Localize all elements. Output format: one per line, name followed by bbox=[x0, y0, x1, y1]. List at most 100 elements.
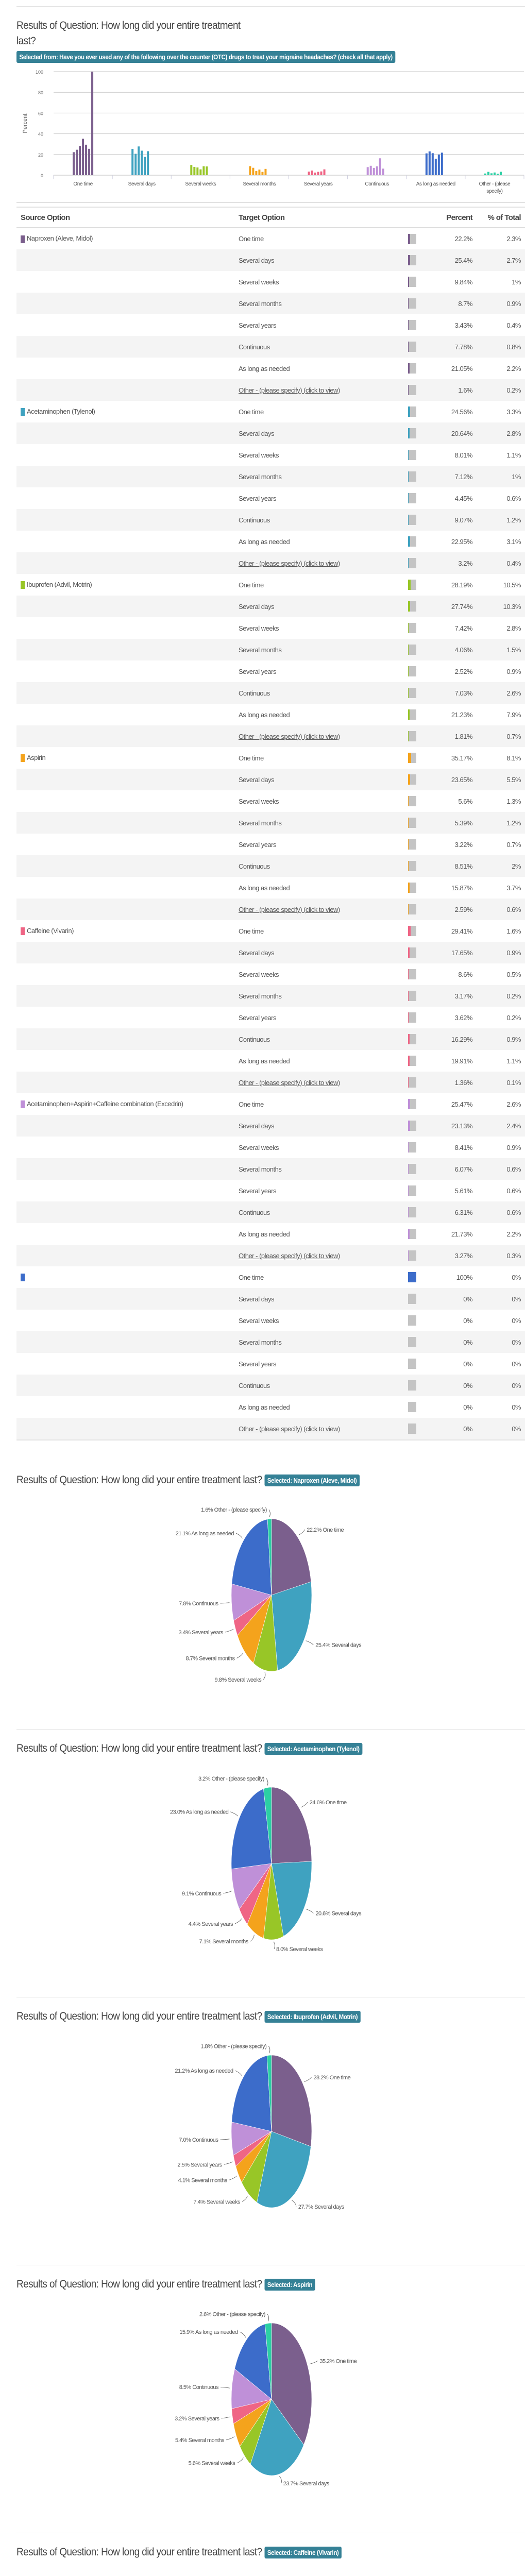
pie-slice[interactable] bbox=[271, 2055, 312, 2147]
bar[interactable] bbox=[196, 167, 199, 175]
bar[interactable] bbox=[252, 167, 255, 175]
bar[interactable] bbox=[425, 153, 428, 175]
bar[interactable] bbox=[82, 139, 84, 175]
target-option-cell[interactable]: Other - (please specify) (click to view) bbox=[234, 1418, 404, 1439]
percent-value: 0% bbox=[463, 1316, 472, 1325]
bar[interactable] bbox=[264, 168, 267, 175]
header-percent[interactable]: Percent bbox=[428, 207, 477, 228]
bar[interactable] bbox=[85, 144, 88, 175]
source-option-cell bbox=[16, 1331, 234, 1353]
pie-slice[interactable] bbox=[231, 2055, 272, 2132]
header-source-option[interactable]: Source Option bbox=[16, 207, 234, 228]
bar[interactable] bbox=[131, 148, 134, 175]
bar[interactable] bbox=[499, 172, 502, 175]
other-click-to-view-link[interactable]: Other - (please specify) (click to view) bbox=[239, 559, 340, 567]
pie-slice[interactable] bbox=[265, 2323, 272, 2400]
other-click-to-view-link[interactable]: Other - (please specify) (click to view) bbox=[239, 905, 340, 913]
bar[interactable] bbox=[255, 171, 258, 175]
other-click-to-view-link[interactable]: Other - (please specify) (click to view) bbox=[239, 732, 340, 740]
bar[interactable] bbox=[496, 174, 499, 175]
bar[interactable] bbox=[206, 166, 208, 175]
bar[interactable] bbox=[431, 153, 434, 175]
percent-mini-bar bbox=[408, 1380, 416, 1391]
target-option-cell[interactable]: Other - (please specify) (click to view) bbox=[234, 1245, 404, 1266]
other-click-to-view-link[interactable]: Other - (please specify) (click to view) bbox=[239, 386, 340, 394]
bar[interactable] bbox=[199, 169, 202, 175]
percent-of-total-value: 0.2% bbox=[506, 992, 521, 1000]
pie-slice[interactable] bbox=[271, 1861, 312, 1937]
percent-of-total-value: 2% bbox=[512, 862, 521, 870]
bar[interactable] bbox=[134, 154, 137, 175]
source-option-cell bbox=[16, 1223, 234, 1245]
bar[interactable] bbox=[366, 167, 369, 175]
bar[interactable] bbox=[147, 151, 149, 175]
percent-mini-bar bbox=[408, 1207, 416, 1217]
bar[interactable] bbox=[437, 154, 440, 175]
target-option-cell[interactable]: Other - (please specify) (click to view) bbox=[234, 379, 404, 401]
pie-slice[interactable] bbox=[266, 2055, 272, 2132]
bar[interactable] bbox=[190, 165, 193, 175]
bar[interactable] bbox=[484, 173, 486, 175]
bar[interactable] bbox=[91, 72, 94, 175]
bar[interactable] bbox=[76, 149, 78, 175]
bar[interactable] bbox=[434, 159, 437, 175]
bar[interactable] bbox=[73, 152, 75, 175]
grouped-bar-chart: 0 20 40 60 80 100 Percent One time Several days S… bbox=[16, 64, 525, 204]
other-click-to-view-link[interactable]: Other - (please specify) (click to view) bbox=[239, 1425, 340, 1433]
pie-slice[interactable] bbox=[257, 2131, 311, 2208]
bar[interactable] bbox=[141, 150, 143, 175]
bar[interactable] bbox=[493, 172, 496, 175]
bar[interactable] bbox=[382, 168, 384, 175]
target-option-label: Continuous bbox=[239, 1381, 270, 1389]
pie-slice[interactable] bbox=[271, 1581, 312, 1671]
bar[interactable] bbox=[379, 158, 381, 175]
pie-slice[interactable] bbox=[231, 1788, 272, 1870]
bar[interactable] bbox=[308, 172, 310, 175]
pie-slice[interactable] bbox=[263, 1787, 272, 1864]
target-option-cell: One time bbox=[234, 228, 404, 249]
bar[interactable] bbox=[193, 166, 196, 175]
bar[interactable] bbox=[314, 172, 316, 175]
pie-slice[interactable] bbox=[253, 1595, 278, 1672]
bar[interactable] bbox=[249, 166, 251, 175]
pie-slice[interactable] bbox=[271, 2323, 312, 2445]
bar[interactable] bbox=[372, 167, 375, 175]
pie-slice[interactable] bbox=[271, 1787, 312, 1864]
percent-value: 0% bbox=[463, 1295, 472, 1303]
header-target-option[interactable]: Target Option bbox=[234, 207, 404, 228]
target-option-cell[interactable]: Other - (please specify) (click to view) bbox=[234, 725, 404, 747]
bar[interactable] bbox=[88, 148, 91, 175]
bar[interactable] bbox=[311, 171, 313, 175]
bar[interactable] bbox=[261, 172, 264, 175]
bar[interactable] bbox=[428, 151, 431, 175]
other-click-to-view-link[interactable]: Other - (please specify) (click to view) bbox=[239, 1251, 340, 1260]
bar[interactable] bbox=[258, 170, 261, 175]
bar[interactable] bbox=[317, 172, 319, 175]
other-click-to-view-link[interactable]: Other - (please specify) (click to view) bbox=[239, 1078, 340, 1087]
bar[interactable] bbox=[144, 157, 146, 175]
header-percent-of-total[interactable]: % of Total bbox=[477, 207, 525, 228]
pie-slice[interactable] bbox=[231, 1863, 272, 1910]
pie-slice[interactable] bbox=[250, 2399, 304, 2476]
bar[interactable] bbox=[376, 166, 378, 175]
pie-slice[interactable] bbox=[271, 1518, 312, 1596]
bar[interactable] bbox=[487, 172, 489, 175]
percent-value: 6.31% bbox=[454, 1208, 473, 1216]
mini-bar-cell bbox=[404, 899, 428, 920]
bar[interactable] bbox=[490, 173, 493, 175]
pie-slice[interactable] bbox=[267, 1518, 272, 1596]
bar[interactable] bbox=[441, 152, 443, 175]
bar[interactable] bbox=[79, 146, 81, 175]
target-option-cell[interactable]: Other - (please specify) (click to view) bbox=[234, 552, 404, 574]
target-option-cell[interactable]: Other - (please specify) (click to view) bbox=[234, 899, 404, 920]
bar[interactable] bbox=[202, 166, 205, 175]
mini-bar-cell bbox=[404, 1418, 428, 1439]
pie-slice-label: 22.2% One time bbox=[307, 1527, 344, 1533]
bar[interactable] bbox=[320, 171, 323, 175]
target-option-cell[interactable]: Other - (please specify) (click to view) bbox=[234, 1072, 404, 1093]
bar[interactable] bbox=[323, 169, 326, 175]
pie-slice[interactable] bbox=[234, 2324, 272, 2400]
bar[interactable] bbox=[369, 165, 372, 175]
pie-slice[interactable] bbox=[231, 1519, 272, 1596]
bar[interactable] bbox=[138, 146, 140, 175]
